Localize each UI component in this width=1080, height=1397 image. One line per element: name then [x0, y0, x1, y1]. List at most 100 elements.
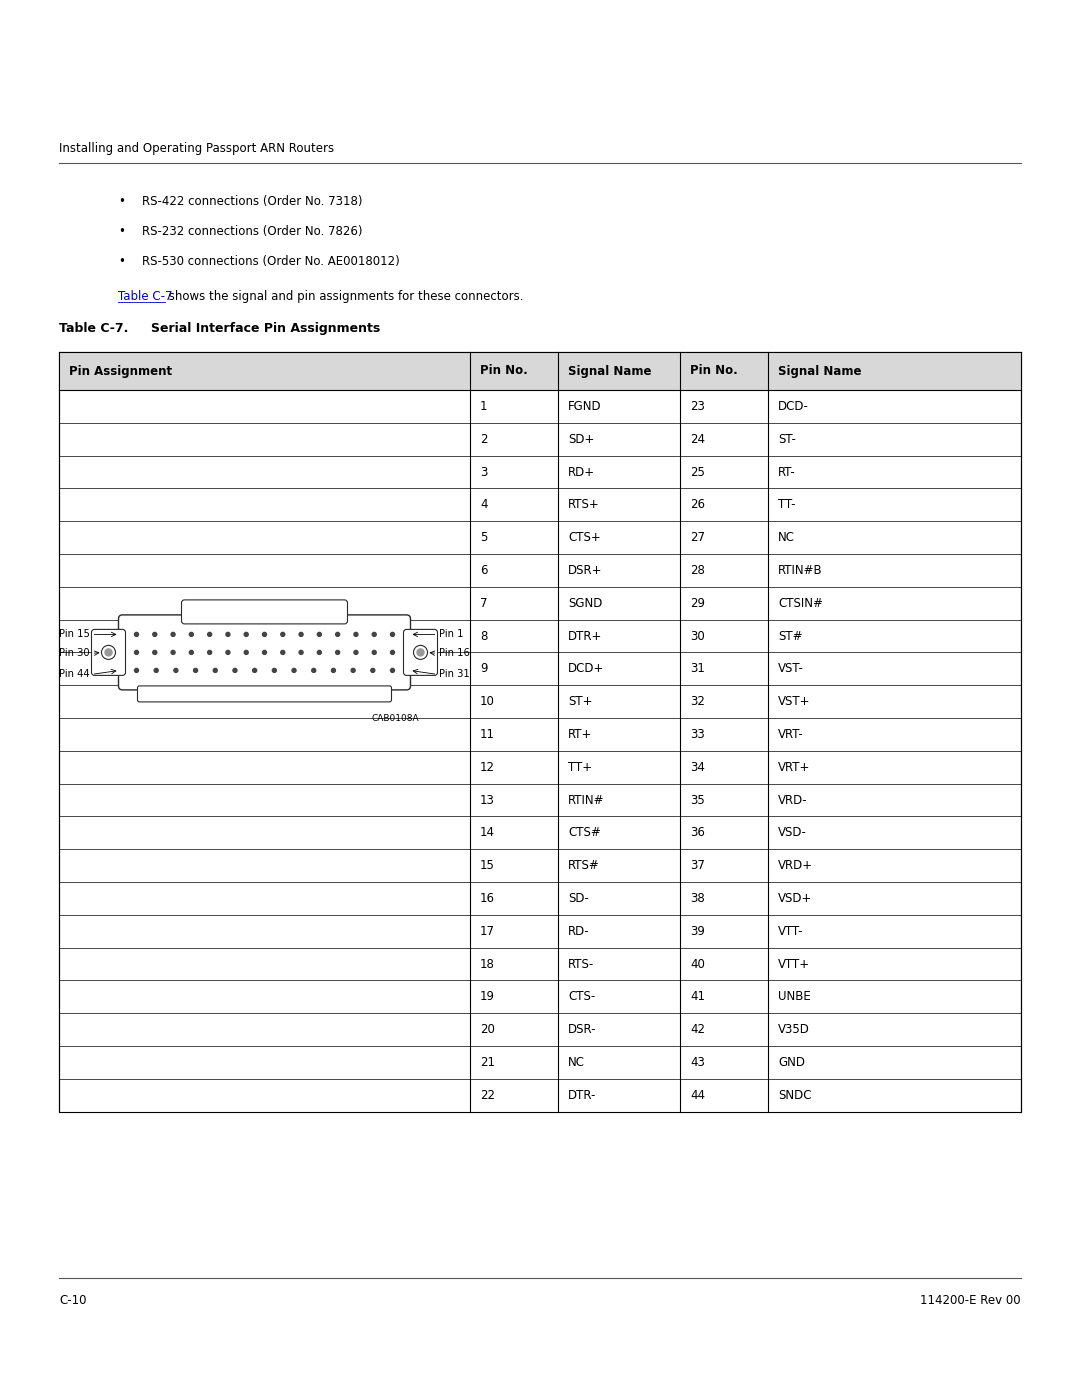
Text: TT-: TT-	[778, 499, 796, 511]
Circle shape	[207, 633, 212, 637]
Circle shape	[414, 645, 428, 659]
Text: VST-: VST-	[778, 662, 804, 675]
Circle shape	[292, 668, 296, 672]
Text: Pin 15: Pin 15	[58, 630, 90, 640]
Circle shape	[373, 633, 376, 637]
Text: Table C-7: Table C-7	[118, 291, 173, 303]
Circle shape	[417, 648, 424, 657]
Text: VTT-: VTT-	[778, 925, 804, 937]
Text: 11: 11	[480, 728, 495, 740]
Text: V35D: V35D	[778, 1023, 810, 1037]
Circle shape	[105, 648, 112, 657]
Text: VST+: VST+	[778, 696, 810, 708]
Text: 16: 16	[480, 891, 495, 905]
Circle shape	[226, 633, 230, 637]
Text: •: •	[118, 256, 125, 268]
Text: Pin No.: Pin No.	[690, 365, 738, 377]
Circle shape	[189, 651, 193, 654]
Circle shape	[193, 668, 198, 672]
Circle shape	[354, 633, 357, 637]
Text: RTS+: RTS+	[568, 499, 599, 511]
Circle shape	[207, 651, 212, 654]
Text: 19: 19	[480, 990, 495, 1003]
Text: TT+: TT+	[568, 761, 592, 774]
Text: ST#: ST#	[778, 630, 802, 643]
Circle shape	[391, 668, 394, 672]
Circle shape	[272, 668, 276, 672]
Circle shape	[244, 651, 248, 654]
Text: ST+: ST+	[568, 696, 593, 708]
Text: Pin 1: Pin 1	[440, 630, 464, 640]
Circle shape	[373, 651, 376, 654]
Text: 1: 1	[480, 400, 487, 414]
Circle shape	[318, 633, 322, 637]
Text: VRD-: VRD-	[778, 793, 808, 806]
Circle shape	[281, 651, 285, 654]
Bar	[59, 352, 1021, 1112]
Text: DTR+: DTR+	[568, 630, 603, 643]
Text: Pin 16: Pin 16	[440, 648, 471, 658]
Text: Pin Assignment: Pin Assignment	[69, 365, 172, 377]
Text: 22: 22	[480, 1088, 495, 1102]
Text: Pin 44: Pin 44	[59, 669, 90, 679]
Text: 33: 33	[690, 728, 705, 740]
Text: VSD+: VSD+	[778, 891, 812, 905]
Text: Pin No.: Pin No.	[480, 365, 528, 377]
Text: 2: 2	[480, 433, 487, 446]
Text: 31: 31	[690, 662, 705, 675]
Text: 25: 25	[690, 465, 705, 479]
Circle shape	[312, 668, 315, 672]
Text: SGND: SGND	[568, 597, 603, 609]
Circle shape	[262, 651, 267, 654]
Circle shape	[226, 651, 230, 654]
Text: NC: NC	[778, 531, 795, 543]
Circle shape	[299, 633, 303, 637]
Text: 15: 15	[480, 859, 495, 872]
FancyBboxPatch shape	[181, 599, 348, 624]
Text: RD+: RD+	[568, 465, 595, 479]
Text: 7: 7	[480, 597, 487, 609]
Text: 6: 6	[480, 564, 487, 577]
Text: C-10: C-10	[59, 1294, 86, 1308]
Text: 34: 34	[690, 761, 705, 774]
Text: Installing and Operating Passport ARN Routers: Installing and Operating Passport ARN Ro…	[59, 142, 334, 155]
Text: CTS+: CTS+	[568, 531, 600, 543]
Text: 38: 38	[690, 891, 705, 905]
Circle shape	[332, 668, 336, 672]
Text: RTS-: RTS-	[568, 957, 594, 971]
Text: VRT+: VRT+	[778, 761, 810, 774]
Text: DTR-: DTR-	[568, 1088, 596, 1102]
Text: Serial Interface Pin Assignments: Serial Interface Pin Assignments	[151, 321, 380, 335]
Text: 29: 29	[690, 597, 705, 609]
Circle shape	[318, 651, 322, 654]
Circle shape	[152, 651, 157, 654]
Circle shape	[351, 668, 355, 672]
Text: 30: 30	[690, 630, 705, 643]
Text: •: •	[118, 225, 125, 237]
Text: RD-: RD-	[568, 925, 590, 937]
Bar	[59, 352, 1021, 390]
Text: CTS-: CTS-	[568, 990, 595, 1003]
Text: 41: 41	[690, 990, 705, 1003]
Text: VSD-: VSD-	[778, 826, 807, 840]
Text: RTIN#B: RTIN#B	[778, 564, 823, 577]
Circle shape	[154, 668, 158, 672]
Text: 114200-E Rev 00: 114200-E Rev 00	[920, 1294, 1021, 1308]
Text: SNDC: SNDC	[778, 1088, 811, 1102]
Text: 4: 4	[480, 499, 487, 511]
Text: RTS#: RTS#	[568, 859, 599, 872]
FancyBboxPatch shape	[92, 630, 125, 675]
Text: RS-422 connections (Order No. 7318): RS-422 connections (Order No. 7318)	[141, 196, 363, 208]
Circle shape	[391, 633, 394, 637]
Text: Signal Name: Signal Name	[568, 365, 651, 377]
Circle shape	[189, 633, 193, 637]
Text: GND: GND	[778, 1056, 805, 1069]
Text: RS-232 connections (Order No. 7826): RS-232 connections (Order No. 7826)	[141, 225, 363, 237]
Text: RS-530 connections (Order No. AE0018012): RS-530 connections (Order No. AE0018012)	[141, 256, 400, 268]
Text: 5: 5	[480, 531, 487, 543]
Circle shape	[102, 645, 116, 659]
Text: Pin 31: Pin 31	[440, 669, 470, 679]
Text: Table C-7.: Table C-7.	[59, 321, 129, 335]
Text: 14: 14	[480, 826, 495, 840]
Text: 21: 21	[480, 1056, 495, 1069]
